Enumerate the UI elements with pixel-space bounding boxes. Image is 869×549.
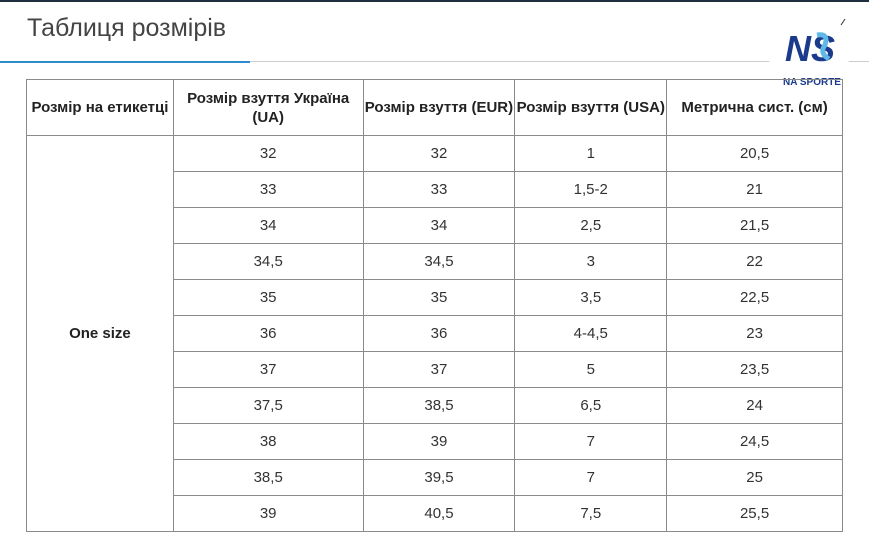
metric-size-cell: 22,5 [666,279,843,316]
table-row: 36 36 4-4,5 23 [27,315,843,352]
usa-size-cell: 5 [514,351,668,388]
ua-size-cell: 38,5 [172,459,364,496]
eur-size-cell: 35 [362,279,516,316]
top-border [0,0,869,2]
usa-size-cell: 7 [514,459,668,496]
table-row: 37 37 5 23,5 [27,351,843,388]
eur-size-cell: 33 [362,171,516,208]
metric-size-cell: 24,5 [666,423,843,460]
ua-size-cell: 34,5 [172,243,364,280]
metric-size-cell: 23,5 [666,351,843,388]
table-header-row: Розмір на етикетці Розмір взуття Україна … [26,79,843,136]
eur-size-cell: 34 [362,207,516,244]
eur-size-cell: 32 [362,135,516,172]
eur-size-cell: 34,5 [362,243,516,280]
usa-size-cell: 3,5 [514,279,668,316]
metric-size-cell: 25 [666,459,843,496]
header-metric-size: Метрична сист. (см) [666,79,843,136]
usa-size-cell: 7 [514,423,668,460]
page-title: Таблиця розмірів [27,14,227,42]
eur-size-cell: 38,5 [362,387,516,424]
ua-size-cell: 32 [172,135,364,172]
metric-size-cell: 21,5 [666,207,843,244]
usa-size-cell: 7,5 [514,495,668,532]
ua-size-cell: 39 [172,495,364,532]
eur-size-cell: 36 [362,315,516,352]
eur-size-cell: 39 [362,423,516,460]
table-row: 34,5 34,5 3 22 [27,243,843,280]
ua-size-cell: 33 [172,171,364,208]
eur-size-cell: 37 [362,351,516,388]
eur-size-cell: 40,5 [362,495,516,532]
metric-size-cell: 25,5 [666,495,843,532]
size-table: Розмір на етикетці Розмір взуття Україна … [26,79,843,532]
ua-size-cell: 36 [172,315,364,352]
ua-size-cell: 34 [172,207,364,244]
ua-size-cell: 37 [172,351,364,388]
title-accent-line [0,61,250,63]
ua-size-cell: 37,5 [172,387,364,424]
label-cell: One size [26,135,174,532]
metric-size-cell: 22 [666,243,843,280]
title-divider [27,61,869,62]
usa-size-cell: 1 [514,135,668,172]
table-row: 37,5 38,5 6,5 24 [27,387,843,424]
metric-size-cell: 24 [666,387,843,424]
header-ua-size: Розмір взуття Україна (UA) [172,79,364,136]
table-row: 38 39 7 24,5 [27,423,843,460]
svg-text:NS: NS [785,28,835,69]
table-row: One size 32 32 1 20,5 [26,135,843,532]
table-row: 35 35 3,5 22,5 [27,279,843,316]
ua-size-cell: 38 [172,423,364,460]
metric-size-cell: 21 [666,171,843,208]
metric-size-cell: 23 [666,315,843,352]
table-row: 39 40,5 7,5 25,5 [27,495,843,532]
ua-size-cell: 35 [172,279,364,316]
table-row: 33 33 1,5-2 21 [27,171,843,208]
header-usa-size: Розмір взуття (USA) [514,79,668,136]
usa-size-cell: 6,5 [514,387,668,424]
metric-size-cell: 20,5 [666,135,843,172]
usa-size-cell: 3 [514,243,668,280]
table-row: 34 34 2,5 21,5 [27,207,843,244]
usa-size-cell: 2,5 [514,207,668,244]
header-eur-size: Розмір взуття (EUR) [362,79,516,136]
usa-size-cell: 1,5-2 [514,171,668,208]
eur-size-cell: 39,5 [362,459,516,496]
usa-size-cell: 4-4,5 [514,315,668,352]
header-label-size: Розмір на етикетці [26,79,174,136]
